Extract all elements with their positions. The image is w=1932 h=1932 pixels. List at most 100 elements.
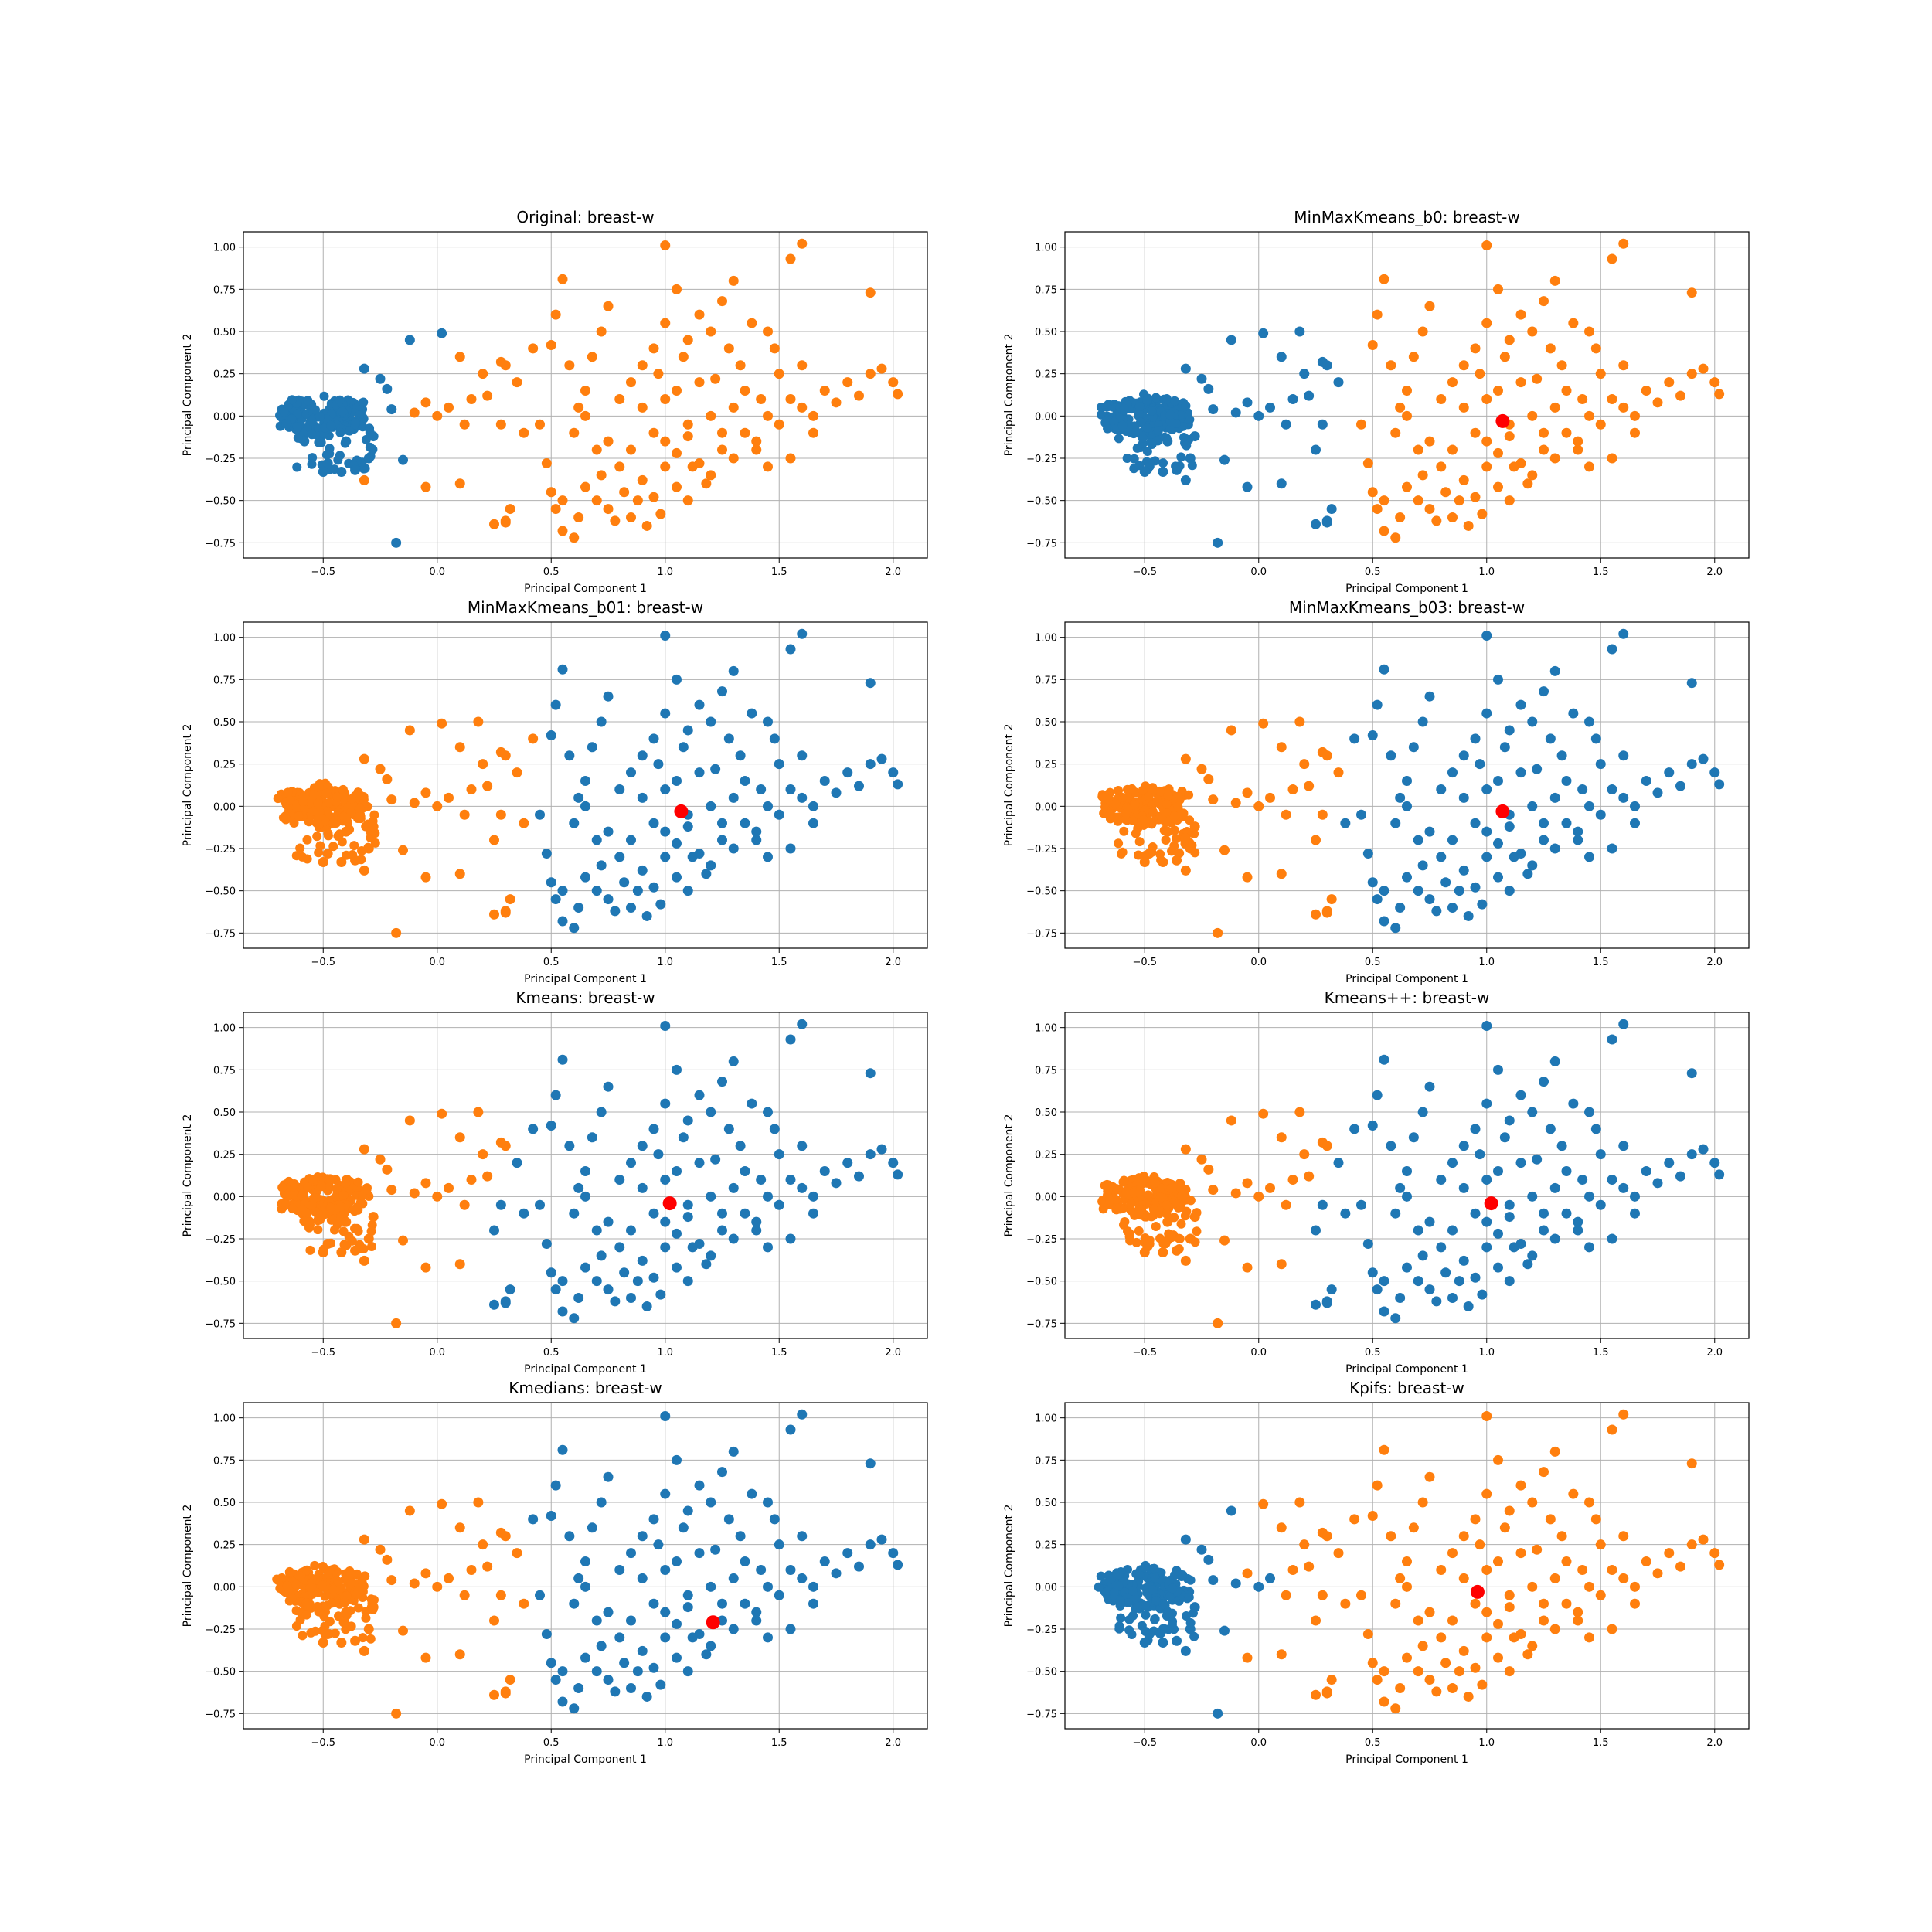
- data-point: [1454, 1276, 1464, 1287]
- data-point: [391, 927, 402, 938]
- dense-point: [328, 842, 338, 852]
- data-point: [1447, 512, 1458, 523]
- data-point: [466, 784, 477, 794]
- data-point: [580, 410, 590, 421]
- dense-point: [1165, 1590, 1175, 1600]
- data-point: [473, 716, 484, 727]
- data-point: [1242, 397, 1253, 408]
- dense-point: [361, 1613, 371, 1623]
- data-point: [359, 1534, 369, 1545]
- data-point: [1317, 419, 1328, 430]
- dense-point: [1113, 816, 1123, 826]
- dense-point: [332, 792, 342, 802]
- data-point: [341, 436, 352, 447]
- data-point: [1556, 1141, 1567, 1151]
- data-point: [1504, 1602, 1515, 1613]
- dense-point: [285, 795, 295, 805]
- y-tick-label: −0.25: [205, 844, 236, 855]
- dense-point: [287, 395, 297, 405]
- x-tick-label: 2.0: [1706, 566, 1723, 578]
- data-point: [1447, 767, 1458, 778]
- data-point: [550, 309, 561, 320]
- data-point: [409, 1578, 420, 1589]
- y-tick-label: 0.25: [213, 1540, 236, 1552]
- data-point: [1144, 849, 1155, 859]
- data-point: [1481, 1174, 1492, 1185]
- data-point: [1539, 1598, 1549, 1609]
- data-point: [318, 1247, 328, 1257]
- dense-point: [1192, 1226, 1202, 1236]
- y-axis-label: Principal Component 2: [182, 1114, 194, 1237]
- y-tick-label: 0.25: [1035, 1150, 1057, 1162]
- data-point: [1395, 1573, 1406, 1583]
- data-point: [512, 377, 522, 388]
- dense-point: [328, 1584, 338, 1594]
- data-point: [1698, 1534, 1709, 1545]
- data-point: [1539, 835, 1549, 845]
- data-point: [1276, 1522, 1287, 1533]
- data-point: [706, 1191, 716, 1202]
- data-point: [1440, 1658, 1451, 1668]
- data-point: [1504, 725, 1515, 736]
- data-point: [1577, 393, 1588, 404]
- data-point: [610, 515, 621, 526]
- data-point: [785, 1174, 796, 1185]
- data-point: [1475, 759, 1485, 770]
- dense-point: [1138, 1175, 1148, 1185]
- data-point: [728, 275, 739, 286]
- dense-point: [1133, 1602, 1143, 1612]
- data-point: [1481, 1607, 1492, 1617]
- data-point: [1258, 718, 1269, 729]
- data-point: [550, 1480, 561, 1491]
- data-point: [1424, 1471, 1435, 1482]
- dense-point: [326, 420, 336, 430]
- data-point: [763, 1632, 773, 1643]
- x-tick-label: 2.0: [1706, 957, 1723, 968]
- data-point: [587, 1522, 597, 1533]
- data-point: [1172, 855, 1182, 866]
- x-tick-label: 0.0: [429, 566, 445, 578]
- dense-point: [299, 804, 309, 814]
- dense-point: [325, 444, 335, 454]
- data-point: [865, 1458, 876, 1469]
- dense-point: [1121, 815, 1131, 825]
- subplot-title: Kmedians: breast-w: [509, 1379, 662, 1397]
- data-point: [350, 1245, 361, 1256]
- data-point: [756, 1564, 767, 1575]
- y-tick-label: 0.25: [213, 760, 236, 771]
- x-tick-label: 0.5: [1365, 566, 1381, 578]
- data-point: [763, 716, 773, 727]
- data-point: [478, 759, 488, 770]
- dense-point: [353, 1177, 363, 1187]
- dense-point: [339, 1240, 349, 1250]
- data-point: [751, 835, 762, 845]
- data-point: [751, 1615, 762, 1626]
- data-point: [637, 474, 648, 485]
- data-point: [1481, 1632, 1492, 1643]
- dense-point: [1165, 410, 1175, 420]
- data-point: [1424, 301, 1435, 311]
- dense-point: [340, 1617, 350, 1628]
- data-point: [1242, 787, 1253, 798]
- data-point: [432, 801, 443, 811]
- data-point: [1568, 318, 1579, 328]
- data-point: [505, 894, 515, 905]
- data-point: [1556, 1531, 1567, 1542]
- data-point: [573, 903, 584, 913]
- data-point: [774, 1539, 784, 1550]
- data-point: [1573, 1216, 1583, 1227]
- data-point: [557, 1444, 568, 1455]
- data-point: [1311, 1689, 1321, 1700]
- data-point: [641, 1691, 652, 1702]
- x-tick-label: 1.5: [771, 1737, 787, 1749]
- data-point: [747, 708, 757, 719]
- data-point: [1304, 1561, 1315, 1572]
- y-tick-label: −0.25: [1026, 1624, 1057, 1636]
- data-point: [701, 478, 712, 489]
- data-point: [603, 1607, 614, 1617]
- data-point: [1311, 1615, 1321, 1626]
- data-point: [1402, 1166, 1412, 1177]
- data-point: [1281, 1590, 1291, 1600]
- dense-point: [1147, 406, 1157, 416]
- data-point: [420, 481, 431, 492]
